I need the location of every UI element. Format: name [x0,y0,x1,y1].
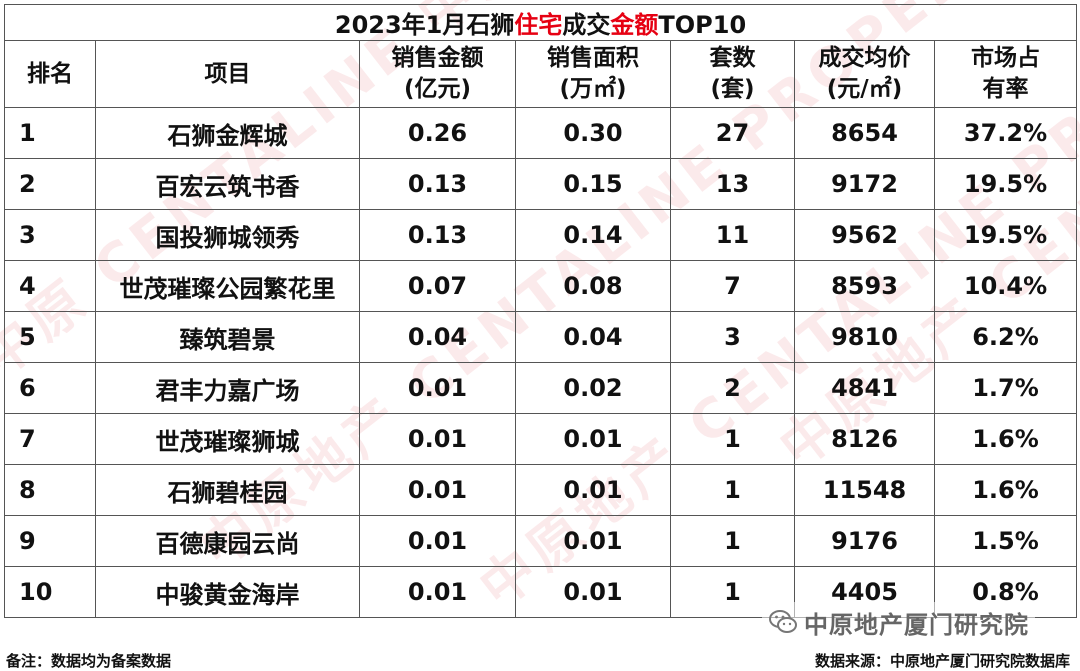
project-cell: 世茂璀璨狮城 [95,413,360,465]
title-text: 成交 [562,11,611,39]
share-cell: 1.6% [933,464,1078,516]
header-units: 套数 (套) [670,40,795,108]
table-row: 2 百宏云筑书香 0.13 0.15 13 9172 19.5% [4,158,1078,210]
project-cell: 百德康园云尚 [95,515,360,567]
wechat-logo-badge: 中原地产厦门研究院 [762,602,1035,642]
units-cell: 11 [670,209,795,261]
table-row: 10 中骏黄金海岸 0.01 0.01 1 4405 0.8% [4,566,1078,618]
rank-cell: 5 [4,311,96,363]
units-cell: 3 [670,311,795,363]
logo-text: 中原地产厦门研究院 [804,610,1029,639]
share-cell: 10.4% [933,260,1078,312]
title-highlight: 金额 [610,11,659,39]
price-cell: 8126 [794,413,935,465]
project-cell: 君丰力嘉广场 [95,362,360,414]
units-cell: 2 [670,362,795,414]
footer-source: 数据来源：中原地产厦门研究院数据库 [814,652,1070,670]
amount-cell: 0.26 [359,107,516,159]
area-cell: 0.14 [515,209,671,261]
footer: 备注：数据均为备案数据 数据来源：中原地产厦门研究院数据库 [0,646,1080,671]
ranking-table: 2023年1月石狮住宅成交金额TOP10 排名 项目 销售金额 (亿元) 销售面积… [3,4,1078,618]
area-cell: 0.01 [515,413,671,465]
rank-cell: 6 [4,362,96,414]
amount-cell: 0.13 [359,209,516,261]
project-cell: 中骏黄金海岸 [95,566,360,618]
header-row: 排名 项目 销售金额 (亿元) 销售面积 (万㎡) 套数 (套) 成交均价 (元/㎡) … [4,40,1078,108]
table-row: 9 百德康园云尚 0.01 0.01 1 9176 1.5% [4,515,1078,567]
rank-cell: 2 [4,158,96,210]
rank-cell: 3 [4,209,96,261]
area-cell: 0.01 [515,515,671,567]
title-text: 2023年1月石狮 [334,11,515,39]
price-cell: 4841 [794,362,935,414]
footer-note: 备注：数据均为备案数据 [6,652,172,670]
area-cell: 0.08 [515,260,671,312]
wechat-icon [768,607,798,637]
area-cell: 0.30 [515,107,671,159]
rank-cell: 10 [4,566,96,618]
table-row: 5 臻筑碧景 0.04 0.04 3 9810 6.2% [4,311,1078,363]
project-cell: 石狮碧桂园 [95,464,360,516]
header-amount: 销售金额 (亿元) [359,40,516,108]
table-row: 1 石狮金辉城 0.26 0.30 27 8654 37.2% [4,107,1078,159]
area-cell: 0.01 [515,566,671,618]
rank-cell: 8 [4,464,96,516]
rank-cell: 9 [4,515,96,567]
amount-cell: 0.01 [359,413,516,465]
share-cell: 1.7% [933,362,1078,414]
price-cell: 11548 [794,464,935,516]
units-cell: 7 [670,260,795,312]
price-cell: 9172 [794,158,935,210]
project-cell: 臻筑碧景 [95,311,360,363]
amount-cell: 0.01 [359,464,516,516]
units-cell: 27 [670,107,795,159]
area-cell: 0.01 [515,464,671,516]
amount-cell: 0.13 [359,158,516,210]
header-area: 销售面积 (万㎡) [515,40,671,108]
units-cell: 1 [670,515,795,567]
area-cell: 0.04 [515,311,671,363]
share-cell: 19.5% [933,158,1078,210]
price-cell: 9810 [794,311,935,363]
table-title: 2023年1月石狮住宅成交金额TOP10 [3,4,1078,41]
table-row: 8 石狮碧桂园 0.01 0.01 1 11548 1.6% [4,464,1078,516]
rank-cell: 7 [4,413,96,465]
title-highlight: 住宅 [514,11,563,39]
table-row: 4 世茂璀璨公园繁花里 0.07 0.08 7 8593 10.4% [4,260,1078,312]
header-share: 市场占 有率 [933,40,1078,108]
project-cell: 国投狮城领秀 [95,209,360,261]
project-cell: 世茂璀璨公园繁花里 [95,260,360,312]
table-row: 3 国投狮城领秀 0.13 0.14 11 9562 19.5% [4,209,1078,261]
price-cell: 8593 [794,260,935,312]
header-rank: 排名 [4,40,96,108]
price-cell: 8654 [794,107,935,159]
project-cell: 石狮金辉城 [95,107,360,159]
share-cell: 19.5% [933,209,1078,261]
rank-cell: 4 [4,260,96,312]
title-text: TOP10 [658,11,747,39]
area-cell: 0.02 [515,362,671,414]
units-cell: 1 [670,464,795,516]
amount-cell: 0.04 [359,311,516,363]
table-row: 6 君丰力嘉广场 0.01 0.02 2 4841 1.7% [4,362,1078,414]
units-cell: 13 [670,158,795,210]
share-cell: 1.5% [933,515,1078,567]
amount-cell: 0.01 [359,362,516,414]
amount-cell: 0.07 [359,260,516,312]
share-cell: 37.2% [933,107,1078,159]
header-project: 项目 [95,40,360,108]
amount-cell: 0.01 [359,566,516,618]
price-cell: 9176 [794,515,935,567]
share-cell: 1.6% [933,413,1078,465]
area-cell: 0.15 [515,158,671,210]
table-row: 7 世茂璀璨狮城 0.01 0.01 1 8126 1.6% [4,413,1078,465]
rank-cell: 1 [4,107,96,159]
units-cell: 1 [670,413,795,465]
price-cell: 9562 [794,209,935,261]
project-cell: 百宏云筑书香 [95,158,360,210]
header-price: 成交均价 (元/㎡) [794,40,935,108]
share-cell: 6.2% [933,311,1078,363]
amount-cell: 0.01 [359,515,516,567]
